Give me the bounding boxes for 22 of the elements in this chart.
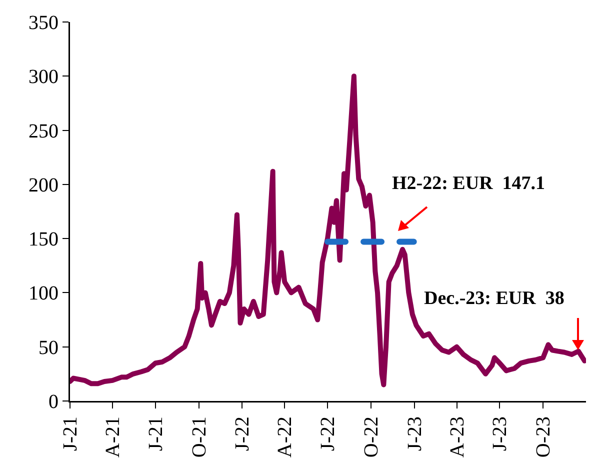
x-tick-label: J-23 bbox=[404, 416, 426, 451]
x-tick-label: O-21 bbox=[188, 416, 210, 458]
y-tick-label: 50 bbox=[38, 336, 58, 359]
x-tick-label: O-22 bbox=[360, 416, 382, 458]
y-tick-label: 100 bbox=[28, 282, 58, 305]
x-tick-label: A-23 bbox=[446, 416, 468, 458]
x-tick-label: J-22 bbox=[317, 416, 340, 451]
x-tick-label: J-22 bbox=[232, 416, 254, 451]
y-tick-label: 200 bbox=[28, 174, 58, 196]
y-tick-label: 350 bbox=[28, 12, 58, 34]
x-tick-label: A-22 bbox=[274, 416, 296, 458]
annotation: H2-22: EUR 147.1 bbox=[392, 173, 546, 194]
annotation: Dec.-23: EUR 38 bbox=[424, 288, 564, 309]
x-tick-label: O-23 bbox=[532, 416, 555, 458]
y-tick-label: 300 bbox=[28, 66, 58, 88]
y-tick-label: 250 bbox=[28, 120, 58, 142]
x-tick-label: A-21 bbox=[102, 416, 124, 458]
y-tick-label: 0 bbox=[48, 391, 58, 413]
y-tick-label: 150 bbox=[28, 228, 58, 251]
x-tick-label: J-21 bbox=[60, 416, 82, 451]
x-tick-label: J-21 bbox=[144, 416, 167, 451]
x-tick-label: J-23 bbox=[489, 416, 512, 451]
